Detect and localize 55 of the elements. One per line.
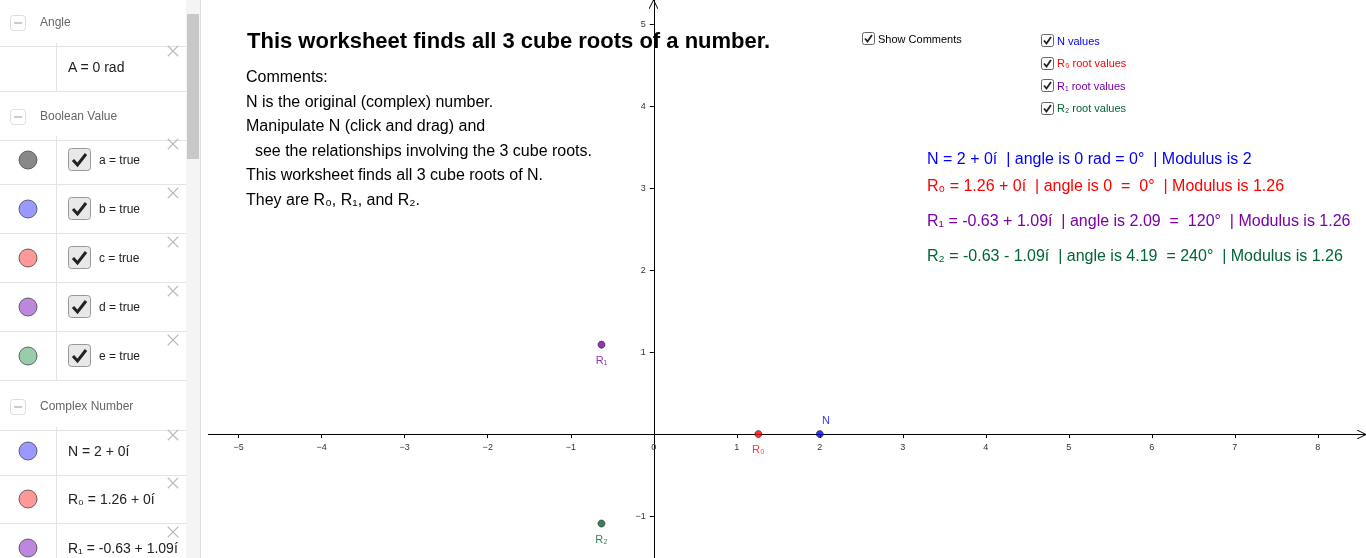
y-tick-label: 2 — [640, 264, 646, 275]
annotation: Comments: — [246, 67, 329, 87]
text: Boolean Value — [40, 109, 118, 123]
point — [597, 519, 606, 528]
annotation: R₂ root values — [1057, 102, 1127, 114]
annotation: see the relationships involving the 3 cube roots. — [253, 140, 592, 161]
annotation: They are R₀, R₁, and R₂. — [246, 189, 421, 210]
annotation: N = 2 + 0í | angle is 0 rad = 0° | Modulus is 2 — [927, 150, 1252, 168]
annotation: Manipulate N (click and drag) and — [246, 116, 487, 136]
x-tick-label: −2 — [482, 441, 493, 452]
annotation: R₁ = -0.63 + 1.09í | angle is 2.09 = 120° | Modulus is 1.26 — [927, 212, 1351, 230]
text: R₀ = 1.26 + 0í — [68, 491, 155, 507]
x-tick-label: −4 — [316, 441, 327, 452]
series-label: R₂ — [595, 532, 608, 545]
annotation: R₀ root values — [1057, 57, 1127, 69]
text: d = true — [99, 300, 141, 314]
text: b = true — [99, 202, 141, 216]
point — [597, 340, 606, 349]
annotation: R₀ = 1.26 + 0í | angle is 0 = 0° | Modulus is 1.26 — [927, 177, 1285, 195]
x-tick-label: 8 — [1315, 441, 1321, 452]
series-label: R₁ — [595, 354, 608, 367]
point — [815, 430, 824, 438]
annotation: Show Comments — [878, 32, 962, 45]
x-tick-label: 6 — [1149, 441, 1155, 452]
y-tick-label: −1 — [635, 511, 646, 522]
text: c = true — [99, 251, 140, 265]
text: A = 0 rad — [68, 59, 125, 75]
annotation: N values — [1057, 34, 1100, 47]
series-label: N — [821, 413, 830, 426]
text: Complex Number — [40, 399, 134, 413]
text: N = 2 + 0í — [68, 443, 130, 459]
x-tick-label: −5 — [233, 441, 244, 452]
annotation: R₂ = -0.63 - 1.09í | angle is 4.19 = 240° | Modulus is 1.26 — [927, 247, 1343, 265]
x-tick-label: −1 — [565, 441, 576, 452]
annotation: This worksheet finds all 3 cube roots of N. — [246, 165, 545, 185]
x-tick-label: 2 — [817, 441, 823, 452]
x-tick-label: 0 — [651, 441, 657, 452]
annotation: R₁ root values — [1057, 79, 1126, 92]
x-tick-label: 1 — [734, 441, 740, 452]
x-tick-label: −3 — [399, 441, 410, 452]
y-tick-label: 4 — [640, 100, 646, 111]
x-tick-label: 3 — [900, 441, 906, 452]
y-tick-label: 1 — [640, 347, 646, 358]
text: e = true — [99, 349, 141, 363]
text: Angle — [40, 15, 71, 29]
annotation: N is the original (complex) number. — [246, 91, 495, 112]
text: R₁ = -0.63 + 1.09í — [68, 540, 178, 556]
text: a = true — [99, 153, 141, 167]
series-label: R₀ — [752, 443, 765, 456]
x-tick-label: 5 — [1066, 441, 1072, 452]
point — [754, 430, 763, 438]
x-tick-label: 7 — [1232, 441, 1238, 452]
x-tick-label: 4 — [983, 441, 989, 452]
y-tick-label: 3 — [640, 182, 646, 193]
y-tick-label: 5 — [640, 18, 646, 29]
